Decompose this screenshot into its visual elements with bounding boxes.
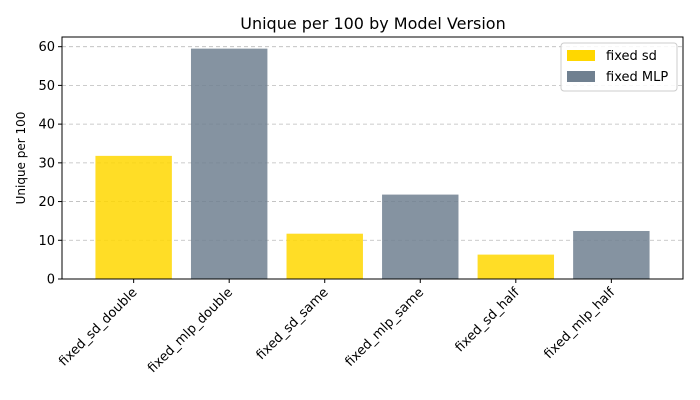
bar-fixed-mlp-double [190, 48, 268, 280]
y-tick-label: 30 [38, 156, 55, 171]
legend-swatch-fixed-sd [567, 50, 595, 61]
y-gridlines [62, 46, 683, 241]
x-tick-label: fixed_sd_half [453, 285, 523, 355]
y-tick-label: 50 [38, 79, 55, 94]
bar-fixed-sd-half [477, 254, 555, 279]
y-tick-label: 20 [38, 195, 55, 210]
bars [95, 48, 650, 280]
plot-frame [61, 36, 684, 280]
x-tick-label: fixed_mlp_same [342, 285, 427, 370]
y-axis: 0 10 20 30 40 50 60 [38, 40, 62, 288]
bar-fixed-mlp-half [573, 230, 650, 279]
x-tick-label: fixed_mlp_double [145, 285, 236, 376]
x-tick-label: fixed_sd_same [254, 285, 332, 363]
bar-fixed-sd-same [286, 233, 363, 279]
legend-label-fixed-mlp: fixed MLP [606, 70, 668, 85]
legend: fixed sd fixed MLP [560, 42, 678, 92]
y-tick-label: 60 [38, 40, 55, 55]
bar-fixed-mlp-same [382, 194, 459, 279]
legend-swatch-fixed-mlp [567, 71, 595, 82]
y-axis-label: Unique per 100 [14, 112, 28, 205]
bar-fixed-sd-double [95, 155, 172, 279]
y-tick-label: 10 [38, 234, 55, 249]
y-tick-label: 0 [47, 273, 55, 288]
y-tick-label: 40 [38, 118, 55, 133]
x-tick-label: fixed_mlp_half [541, 285, 618, 362]
x-axis: fixed_sd_double fixed_mlp_double fixed_sd_… [56, 279, 618, 376]
legend-label-fixed-sd: fixed sd [606, 49, 657, 64]
x-tick-label: fixed_sd_double [56, 285, 140, 369]
chart-title: Unique per 100 by Model Version [240, 14, 505, 33]
